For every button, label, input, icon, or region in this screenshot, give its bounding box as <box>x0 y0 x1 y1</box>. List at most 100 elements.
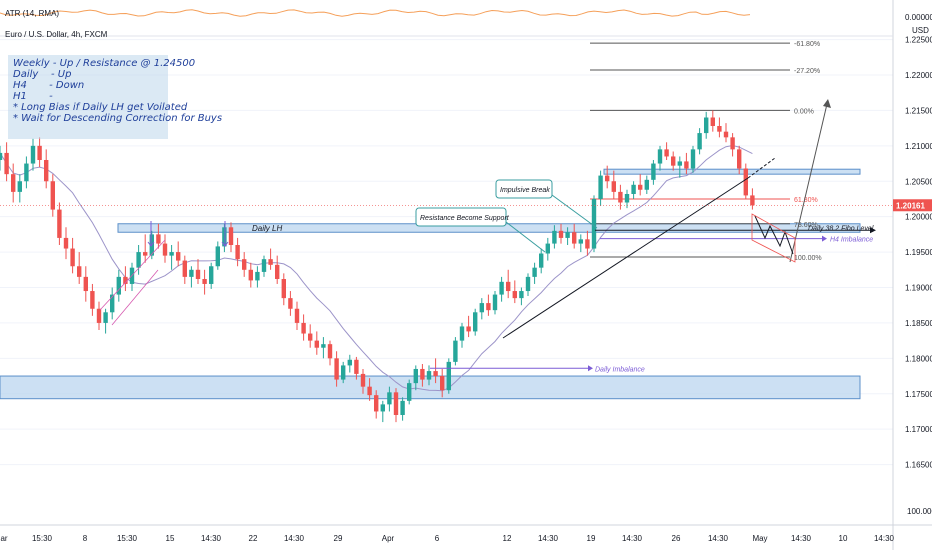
y-tick-label: 1.20000 <box>905 213 932 222</box>
candle-body <box>57 209 62 238</box>
daily-imbalance-label: Daily Imbalance <box>595 366 645 373</box>
y-tick-label: 1.19000 <box>905 284 932 293</box>
candle-body <box>110 294 115 313</box>
candle-body <box>473 312 478 332</box>
zone-box <box>603 168 861 175</box>
candle-body <box>169 252 174 256</box>
symbol-label: Euro / U.S. Dollar, 4h, FXCM <box>5 30 108 39</box>
candle-body <box>611 181 616 192</box>
trendline-extension <box>747 157 776 179</box>
x-tick-label: 14:30 <box>622 534 643 543</box>
candle-body <box>393 392 399 415</box>
candle-body <box>539 253 544 268</box>
arrow-head <box>870 227 876 234</box>
candle-body <box>4 152 9 175</box>
atr-axis-value: 0.00000 <box>905 13 932 22</box>
candle-body <box>77 266 82 277</box>
candle-body <box>50 181 55 210</box>
candle-body <box>321 344 326 348</box>
candle-body <box>671 156 676 166</box>
arrow-head <box>221 241 229 247</box>
candle-body <box>519 291 524 299</box>
candle-body <box>677 161 682 166</box>
candle-body <box>710 117 715 126</box>
notes-line: H1 - <box>13 91 53 102</box>
candle-body <box>525 276 531 292</box>
candle-body <box>242 259 247 270</box>
fibo-level-label: Daily 38.2 Fibo Level <box>808 225 874 232</box>
notes-line: H4 - Down <box>13 80 85 91</box>
candle-body <box>413 368 418 384</box>
candle-body <box>585 239 590 249</box>
candle-body <box>690 149 696 169</box>
correction-channel <box>751 213 796 263</box>
y-tick-label: 1.20500 <box>905 177 932 186</box>
candle-body <box>492 294 498 311</box>
candle-body <box>327 344 333 359</box>
callout-box <box>495 179 553 199</box>
y-tick-label: 1.18000 <box>905 354 932 363</box>
candle-body <box>189 269 194 277</box>
x-tick-label: May <box>752 534 767 543</box>
current-price-tag <box>893 199 932 212</box>
x-tick-label: 22 <box>249 534 258 543</box>
candle-body <box>314 340 319 348</box>
fib-label: -61.80% <box>794 41 820 48</box>
candle-body <box>737 149 742 169</box>
candle-body <box>433 371 438 377</box>
y-tick-label: 1.21000 <box>905 142 932 151</box>
candle-body <box>387 392 392 405</box>
candle-body <box>334 358 339 380</box>
candle-body <box>202 279 207 284</box>
candle-body <box>195 269 201 279</box>
h4-imbalance-label: H4 Imbalance <box>830 237 873 244</box>
candle-body <box>44 160 49 182</box>
candle-body <box>367 386 372 396</box>
candle-body <box>605 175 610 182</box>
candle-body <box>684 161 689 169</box>
candle-body <box>440 376 445 391</box>
y-tick-label: 1.22500 <box>905 36 932 45</box>
candle-body <box>354 359 359 374</box>
candle-body <box>479 303 484 313</box>
x-tick-label: 14:30 <box>201 534 222 543</box>
candle-body <box>578 239 583 244</box>
candle-body <box>11 174 16 192</box>
fib-label: 78.60% <box>794 222 818 229</box>
candle-body <box>380 404 385 412</box>
callout-box <box>415 207 507 227</box>
y-tick-label: 1.17500 <box>905 390 932 399</box>
y-tick-label: 1.16500 <box>905 461 932 470</box>
candle-body <box>215 246 220 267</box>
candle-body <box>591 198 597 249</box>
candle-body <box>162 243 168 256</box>
candle-body <box>308 333 313 341</box>
candle-body <box>70 248 75 267</box>
y-tick-label: 1.17000 <box>905 425 932 434</box>
fib-label: -27.20% <box>794 68 820 75</box>
arrow-head <box>823 99 831 108</box>
candle-body <box>182 260 187 277</box>
candle-body <box>63 237 69 249</box>
candle-body <box>136 252 141 268</box>
candle-body <box>275 264 280 279</box>
candle-body <box>83 276 88 292</box>
y-tick-label: 1.19500 <box>905 248 932 257</box>
drawings: Impulsive Break Resistance Become Support… <box>99 99 876 373</box>
candle-body <box>116 276 121 295</box>
candle-body <box>360 373 366 387</box>
candle-body <box>400 400 405 415</box>
fib-label: 0.00% <box>794 108 814 115</box>
notes-line: Weekly - Up / Resistance @ 1.24500 <box>13 58 196 69</box>
fibonacci-levels: -61.80% -27.20% 0.00% 61.80% 78.60% 100.00% <box>590 41 822 262</box>
candle-body <box>301 322 306 334</box>
current-price-label: 1.20161 <box>896 201 925 210</box>
y-tick-label: 1.21500 <box>905 106 932 115</box>
callout-impulsive-break: Impulsive Break <box>500 187 550 194</box>
candle-body <box>228 227 234 245</box>
x-tick-label: 6 <box>435 534 440 543</box>
notes-box: Weekly - Up / Resistance @ 1.24500 Daily… <box>8 55 222 139</box>
x-tick-label: 14:30 <box>284 534 305 543</box>
currency-label: USD <box>912 26 929 35</box>
